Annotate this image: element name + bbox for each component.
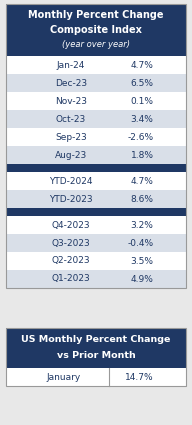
Text: Aug-23: Aug-23 (55, 150, 87, 159)
Bar (6, 368, 186, 386)
Bar (6, 208, 186, 216)
Text: -0.4%: -0.4% (127, 238, 154, 247)
Text: Dec-23: Dec-23 (55, 79, 87, 88)
Bar (6, 4, 186, 288)
Text: Monthly Percent Change: Monthly Percent Change (28, 11, 164, 20)
Bar (6, 56, 186, 74)
Text: 14.7%: 14.7% (125, 372, 154, 382)
Text: YTD-2024: YTD-2024 (49, 176, 93, 185)
Text: 0.1%: 0.1% (131, 96, 154, 105)
Bar (6, 74, 186, 92)
Bar (6, 190, 186, 208)
Text: 4.9%: 4.9% (131, 275, 154, 283)
Bar (6, 328, 186, 386)
Bar (6, 110, 186, 128)
Bar (6, 270, 186, 288)
Text: Nov-23: Nov-23 (55, 96, 87, 105)
Text: 3.2%: 3.2% (131, 221, 154, 230)
Text: 3.4%: 3.4% (131, 114, 154, 124)
Text: Sep-23: Sep-23 (55, 133, 87, 142)
Bar (6, 92, 186, 110)
Bar (6, 172, 186, 190)
Bar (6, 4, 186, 56)
Bar (6, 234, 186, 252)
Text: 8.6%: 8.6% (131, 195, 154, 204)
Text: Oct-23: Oct-23 (56, 114, 86, 124)
Text: 1.8%: 1.8% (131, 150, 154, 159)
Text: Q2-2023: Q2-2023 (51, 257, 90, 266)
Text: 6.5%: 6.5% (131, 79, 154, 88)
Text: -2.6%: -2.6% (127, 133, 154, 142)
Bar (6, 128, 186, 146)
Bar (6, 146, 186, 164)
Text: US Monthly Percent Change: US Monthly Percent Change (21, 335, 171, 345)
Text: YTD-2023: YTD-2023 (49, 195, 93, 204)
Text: 3.5%: 3.5% (131, 257, 154, 266)
Text: Q4-2023: Q4-2023 (51, 221, 90, 230)
Bar (6, 252, 186, 270)
Text: Jan-24: Jan-24 (57, 60, 85, 70)
Bar (6, 164, 186, 172)
Text: Q1-2023: Q1-2023 (51, 275, 90, 283)
Bar (6, 328, 186, 368)
Text: January: January (46, 372, 81, 382)
Text: 4.7%: 4.7% (131, 176, 154, 185)
Bar (6, 216, 186, 234)
Text: 4.7%: 4.7% (131, 60, 154, 70)
Text: Q3-2023: Q3-2023 (51, 238, 90, 247)
Text: (year over year): (year over year) (62, 40, 130, 49)
Text: Composite Index: Composite Index (50, 25, 142, 35)
Text: vs Prior Month: vs Prior Month (57, 351, 135, 360)
